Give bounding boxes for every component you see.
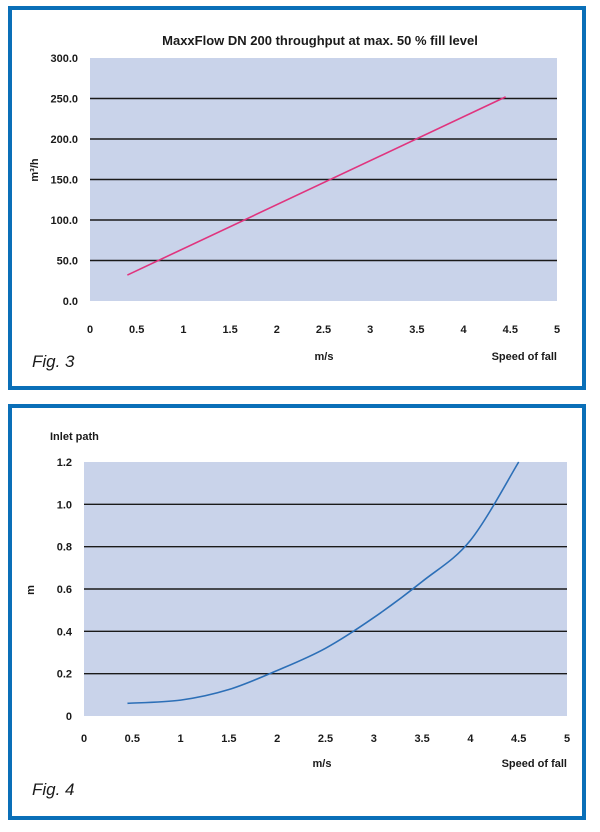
figure-label: Fig. 4 bbox=[32, 780, 75, 799]
x-tick-label: 2.5 bbox=[316, 324, 331, 336]
series-line bbox=[127, 96, 506, 276]
x-tick-label: 3 bbox=[367, 324, 373, 336]
x-tick-label: 3.5 bbox=[414, 733, 429, 745]
x-axis-note: Speed of fall bbox=[492, 351, 557, 363]
y-tick-label: 0.6 bbox=[57, 584, 72, 596]
y-axis-label: m³/h bbox=[29, 158, 41, 182]
x-tick-label: 1 bbox=[180, 324, 186, 336]
x-axis-note: Speed of fall bbox=[502, 758, 567, 770]
x-tick-label: 5 bbox=[554, 324, 560, 336]
y-tick-label: 250.0 bbox=[50, 94, 78, 106]
series-line bbox=[127, 461, 520, 705]
x-axis-label: m/s bbox=[313, 758, 332, 770]
inlet-path-chart: 0 0.2 0.4 0.6 0.8 1.0 1.2 0 0.5 1 1.5 2 2.5 3 3.5 4 4.5 5… bbox=[25, 431, 570, 770]
x-tick-label: 1.5 bbox=[222, 324, 237, 336]
x-tick-label: 3.5 bbox=[409, 324, 424, 336]
x-tick-label: 3 bbox=[371, 733, 377, 745]
y-axis-note: Inlet path bbox=[50, 431, 99, 443]
y-tick-label: 0.4 bbox=[57, 626, 73, 638]
figure-label: Fig. 3 bbox=[32, 352, 75, 371]
x-axis-label: m/s bbox=[315, 351, 334, 363]
x-tick-label: 0.5 bbox=[129, 324, 144, 336]
y-axis-label: m bbox=[25, 585, 37, 595]
x-tick-label: 0.5 bbox=[125, 733, 140, 745]
x-tick-label: 1 bbox=[178, 733, 184, 745]
x-tick-label: 0 bbox=[87, 324, 93, 336]
y-tick-label: 0 bbox=[66, 711, 72, 723]
x-tick-label: 0 bbox=[81, 733, 87, 745]
y-tick-label: 50.0 bbox=[57, 256, 78, 268]
chart-panel-fig4: 0 0.2 0.4 0.6 0.8 1.0 1.2 0 0.5 1 1.5 2 2.5 3 3.5 4 4.5 5… bbox=[8, 404, 586, 820]
x-tick-label: 5 bbox=[564, 733, 570, 745]
y-tick-label: 1.2 bbox=[57, 457, 72, 469]
y-tick-label: 0.8 bbox=[57, 542, 72, 554]
y-tick-label: 300.0 bbox=[50, 53, 78, 65]
y-tick-label: 0.0 bbox=[63, 296, 78, 308]
x-tick-label: 4 bbox=[467, 733, 474, 745]
x-tick-label: 1.5 bbox=[221, 733, 236, 745]
y-tick-label: 1.0 bbox=[57, 499, 72, 511]
x-tick-label: 4.5 bbox=[511, 733, 526, 745]
throughput-chart: 0.0 50.0 100.0 150.0 200.0 250.0 300.0 0 0.5 1 1.5… bbox=[29, 33, 560, 363]
x-tick-label: 4 bbox=[461, 324, 468, 336]
x-tick-label: 4.5 bbox=[503, 324, 518, 336]
x-tick-label: 2.5 bbox=[318, 733, 333, 745]
y-tick-label: 200.0 bbox=[50, 134, 78, 146]
y-tick-label: 100.0 bbox=[50, 215, 78, 227]
chart-title: MaxxFlow DN 200 throughput at max. 50 % … bbox=[162, 33, 478, 48]
y-tick-label: 150.0 bbox=[50, 175, 78, 187]
y-tick-label: 0.2 bbox=[57, 669, 72, 681]
chart-panel-fig3: 0.0 50.0 100.0 150.0 200.0 250.0 300.0 0 0.5 1 1.5… bbox=[8, 6, 586, 390]
x-tick-label: 2 bbox=[274, 733, 280, 745]
x-tick-label: 2 bbox=[274, 324, 280, 336]
